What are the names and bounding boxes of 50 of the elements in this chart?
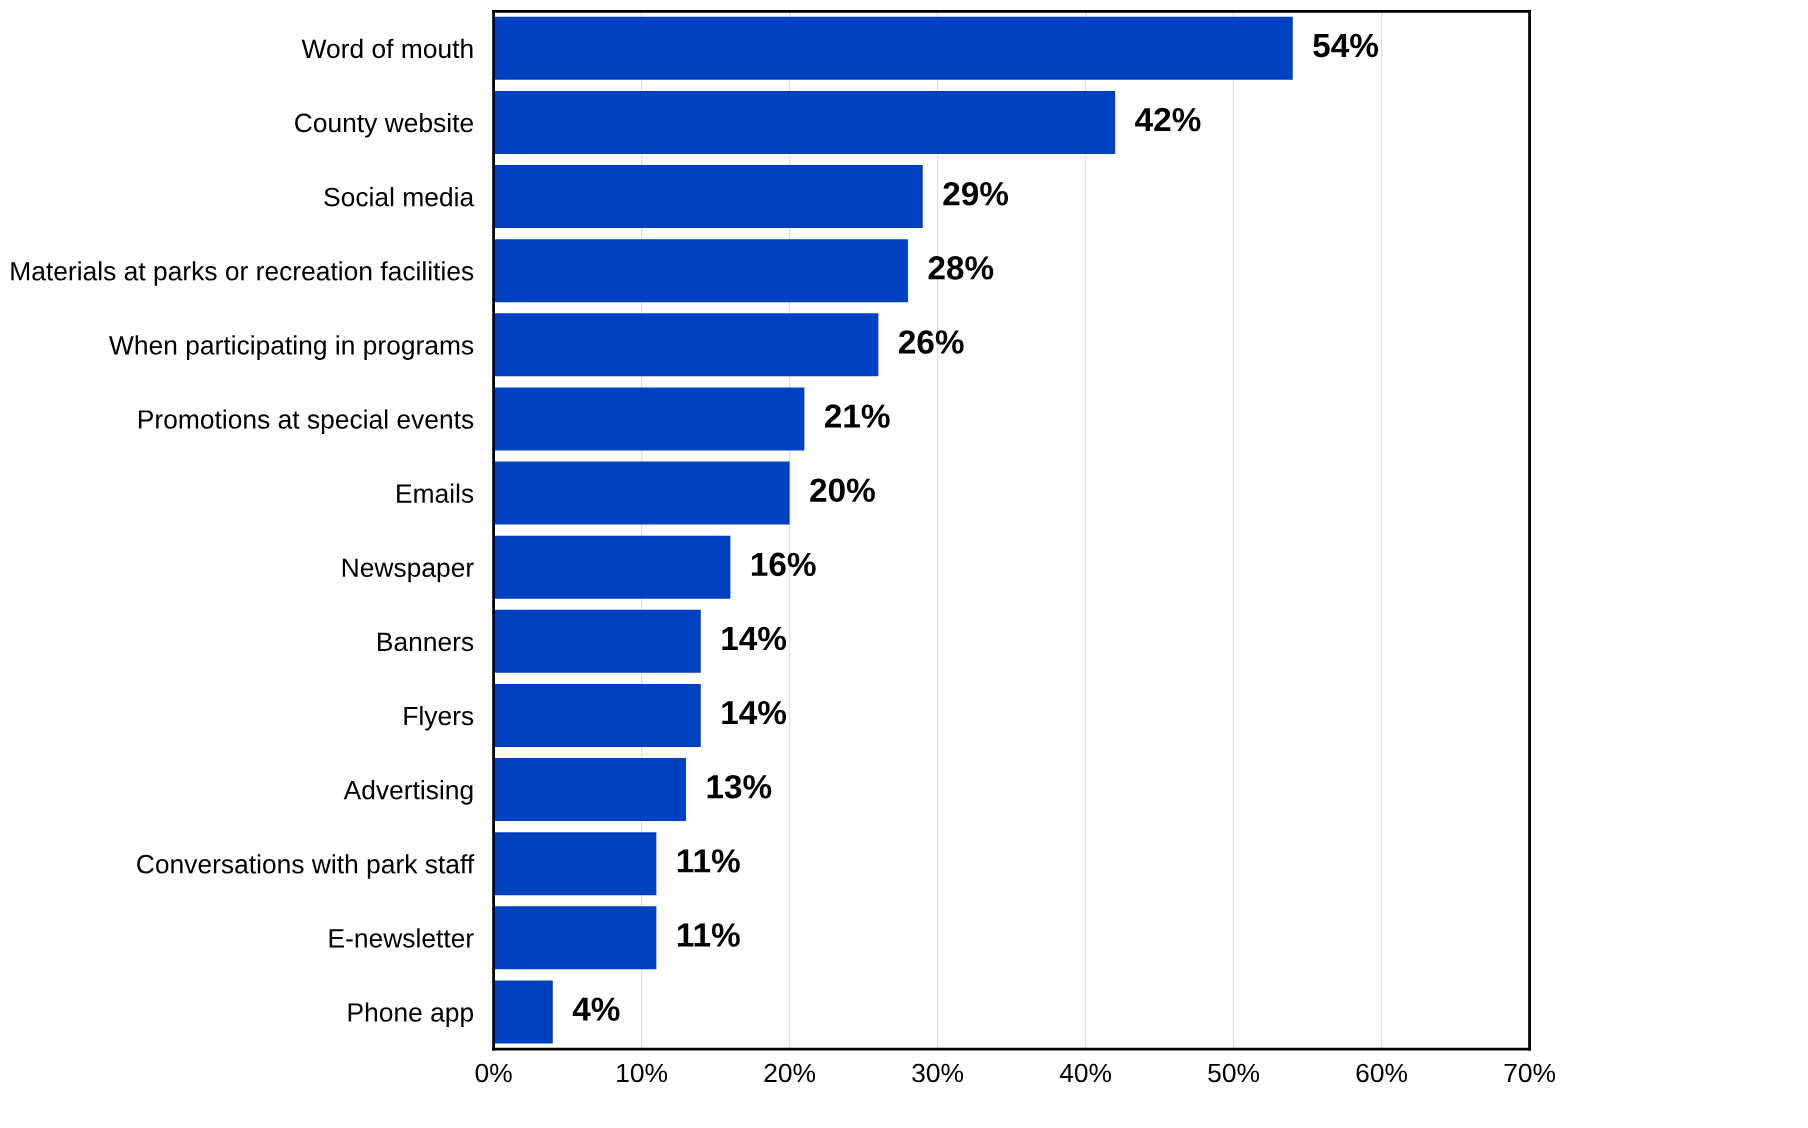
data-label: 11% bbox=[677, 849, 740, 873]
y-tick-label: When participating in programs bbox=[109, 335, 474, 360]
bar bbox=[493, 165, 923, 229]
bar bbox=[493, 239, 908, 303]
data-label: 16% bbox=[751, 552, 816, 577]
x-tick-label: 0% bbox=[475, 1063, 512, 1083]
bar bbox=[493, 609, 701, 673]
bar bbox=[493, 758, 686, 822]
x-tick-label: 50% bbox=[1208, 1063, 1260, 1083]
data-label: 42% bbox=[1135, 107, 1201, 132]
x-tick-label: 30% bbox=[912, 1063, 964, 1083]
bar bbox=[493, 90, 1116, 154]
y-tick-label: Conversations with park staff bbox=[137, 854, 475, 879]
y-tick-label: Social media bbox=[324, 187, 475, 207]
data-label: 28% bbox=[928, 256, 994, 280]
data-label: 20% bbox=[810, 478, 875, 503]
x-tick-label: 70% bbox=[1504, 1063, 1556, 1083]
y-tick-label: Newspaper bbox=[342, 558, 474, 583]
data-label: 21% bbox=[824, 404, 890, 428]
y-tick-label: Banners bbox=[378, 632, 474, 652]
bar bbox=[493, 832, 657, 896]
bar bbox=[493, 906, 657, 970]
y-tick-label: Advertising bbox=[343, 780, 473, 805]
y-tick-label: County website bbox=[295, 112, 473, 138]
y-tick-label: Word of mouth bbox=[301, 38, 473, 59]
y-tick-label: Promotions at special events bbox=[138, 409, 474, 435]
y-tick-label: Phone app bbox=[348, 1002, 474, 1028]
bar bbox=[493, 683, 701, 747]
data-label: 11% bbox=[677, 923, 740, 947]
bar bbox=[493, 387, 805, 451]
bar bbox=[493, 16, 1293, 80]
bar bbox=[493, 461, 790, 525]
x-tick-label: 10% bbox=[617, 1063, 668, 1083]
data-label: 54% bbox=[1313, 33, 1379, 58]
x-tick-label: 20% bbox=[764, 1063, 816, 1083]
y-tick-label: Flyers bbox=[404, 705, 474, 731]
data-label: 29% bbox=[943, 181, 1009, 206]
x-tick-label: 40% bbox=[1059, 1063, 1112, 1083]
x-tick-label: 60% bbox=[1356, 1063, 1408, 1083]
y-tick-label: Emails bbox=[397, 483, 474, 503]
data-label: 14% bbox=[722, 626, 787, 651]
data-label: 14% bbox=[722, 700, 787, 725]
bar bbox=[493, 535, 731, 599]
bar bbox=[493, 980, 553, 1044]
data-label: 13% bbox=[707, 774, 772, 799]
bar bbox=[493, 313, 879, 377]
y-tick-label: E-newsletter bbox=[329, 928, 474, 948]
data-label: 4% bbox=[572, 997, 620, 1021]
data-label: 26% bbox=[898, 330, 964, 354]
y-tick-label: Materials at parks or recreation facilities bbox=[11, 261, 474, 286]
